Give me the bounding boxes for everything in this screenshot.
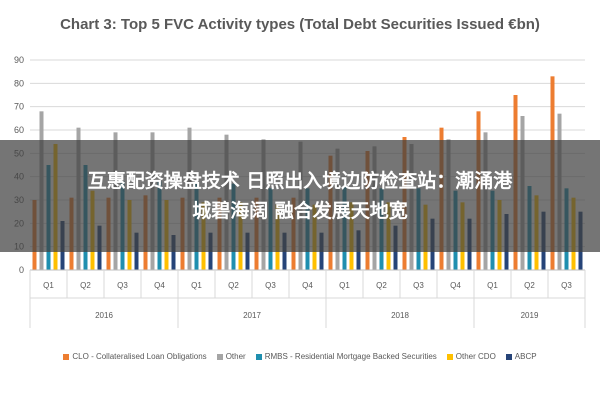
overlay-banner: 互惠配资操盘技术 日照出入境边防检查站：潮涌港 城碧海阔 融合发展天地宽 [0,140,600,252]
y-tick-label: 70 [14,102,24,112]
legend-item: CLO - Collateralised Loan Obligations [63,352,207,361]
overlay-line-1: 互惠配资操盘技术 日照出入境边防检查站：潮涌港 [87,170,513,192]
x-tick-label: Q2 [376,281,387,290]
legend-item: Other CDO [446,352,496,361]
overlay-line-2: 城碧海阔 融合发展天地宽 [192,200,408,222]
x-tick-label: Q3 [413,281,424,290]
x-tick-label: Q4 [302,281,313,290]
legend-swatch [63,353,70,360]
bar [171,235,176,270]
y-tick-label: 0 [19,265,24,275]
legend-swatch [446,353,453,360]
x-tick-label: Q3 [117,281,128,290]
year-label: 2019 [521,311,539,320]
legend-label: ABCP [514,352,537,361]
year-label: 2016 [95,311,113,320]
x-tick-label: Q1 [487,281,498,290]
x-tick-label: Q1 [191,281,202,290]
legend-item: RMBS - Residential Mortgage Backed Secur… [255,352,437,361]
y-tick-label: 80 [14,78,24,88]
chart-title: Chart 3: Top 5 FVC Activity types (Total… [60,16,540,33]
x-tick-label: Q3 [561,281,572,290]
year-label: 2017 [243,311,261,320]
legend-swatch [216,353,223,360]
legend-item: Other [216,352,246,361]
chart-legend: CLO - Collateralised Loan Obligations Oth… [0,352,600,361]
year-label: 2018 [391,311,409,320]
legend-item: ABCP [505,352,537,361]
x-axis: Q1 Q2 Q3 Q4 Q1 Q2 Q3 Q4 Q1 Q2 Q3 Q4 Q1 Q2 Q3 2016 2017 20… [29,269,586,328]
x-tick-label: Q1 [43,281,54,290]
legend-label: Other CDO [455,352,496,361]
x-tick-label: Q2 [524,281,535,290]
legend-label: CLO - Collateralised Loan Obligations [72,352,207,361]
legend-label: RMBS - Residential Mortgage Backed Secur… [264,352,437,361]
legend-swatch [505,353,512,360]
x-tick-label: Q1 [339,281,350,290]
x-tick-label: Q3 [265,281,276,290]
legend-swatch [255,353,262,360]
y-tick-label: 90 [14,55,24,65]
legend-label: Other [225,352,246,361]
x-tick-label: Q4 [450,281,461,290]
x-tick-label: Q4 [154,281,165,290]
x-tick-label: Q2 [228,281,239,290]
x-tick-label: Q2 [80,281,91,290]
y-tick-label: 60 [14,125,24,135]
